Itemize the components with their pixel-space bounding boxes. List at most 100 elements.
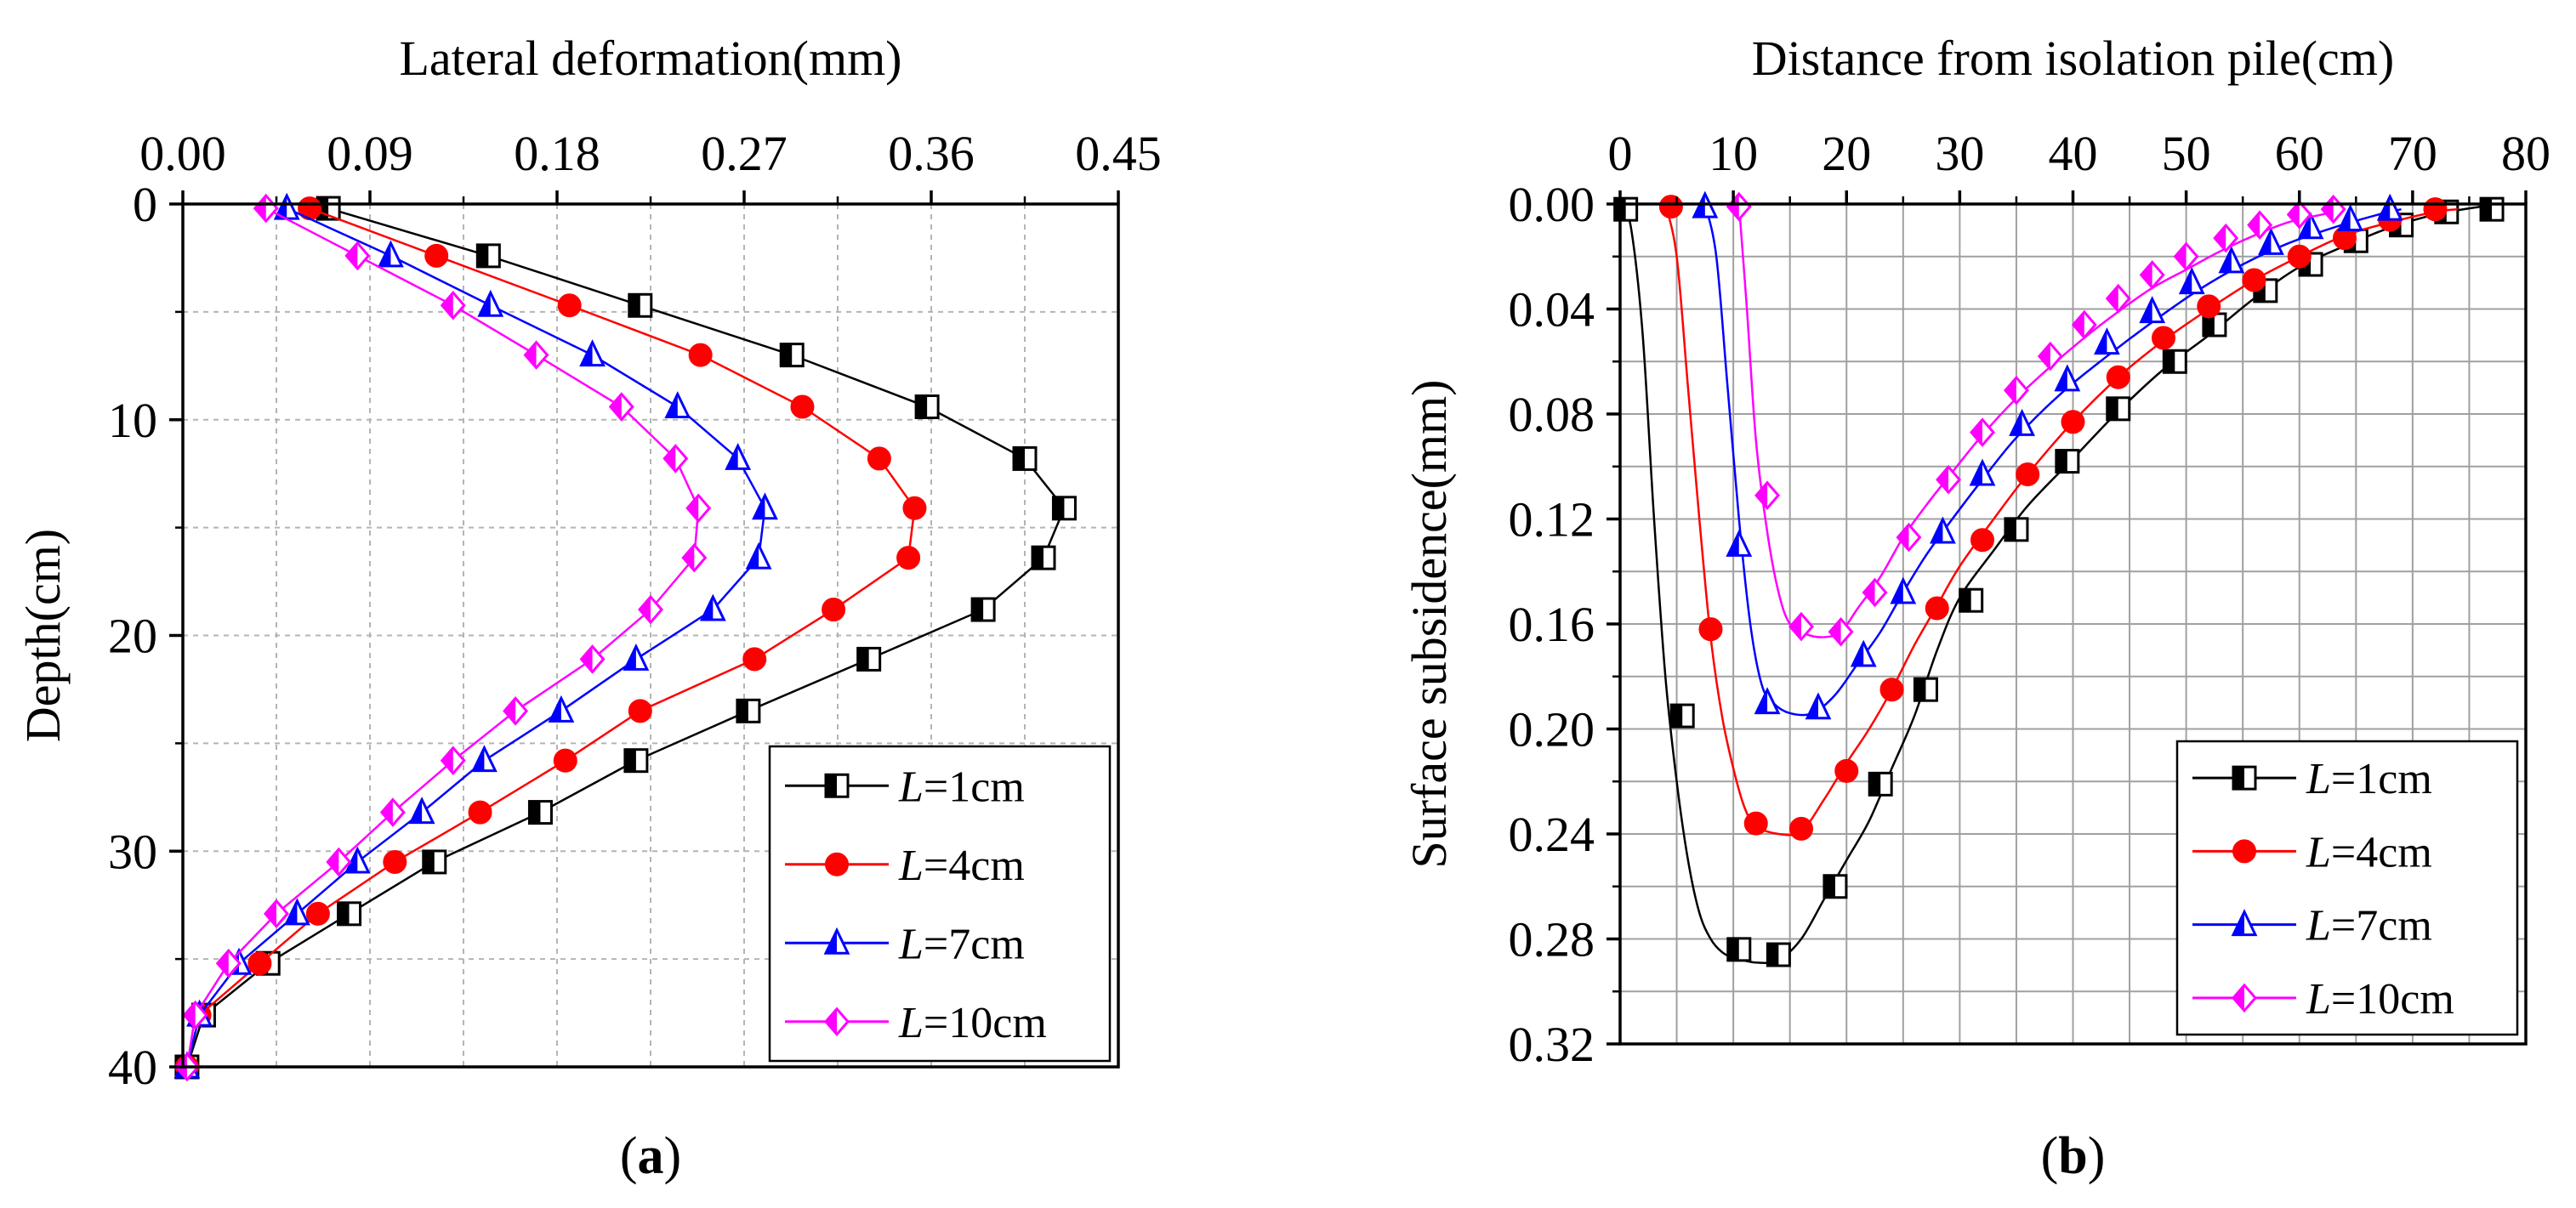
data-point — [662, 444, 689, 474]
y-tick-label: 0.28 — [1509, 912, 1595, 967]
data-point — [1890, 576, 1917, 604]
data-point — [1658, 195, 1683, 219]
legend-item-l-1cm: L=1cm — [785, 763, 1025, 811]
data-point — [2178, 267, 2205, 295]
data-point — [579, 339, 606, 367]
data-point — [2376, 193, 2403, 221]
data-point — [284, 898, 310, 926]
legend-label: L=10cm — [2306, 975, 2454, 1024]
data-point — [1879, 678, 1904, 702]
legend-marker — [2232, 839, 2256, 864]
data-point — [790, 394, 815, 419]
data-point — [503, 696, 529, 726]
legend-item-l-7cm: L=7cm — [2192, 902, 2432, 950]
y-tick-label: 40 — [108, 1040, 157, 1095]
data-point — [1012, 445, 1038, 471]
y-tick-label: 0 — [133, 177, 157, 232]
data-point — [1925, 596, 1949, 621]
data-point — [548, 695, 575, 723]
x-tick-label: 40 — [2049, 126, 2098, 181]
data-point — [1828, 616, 1854, 647]
data-point — [2071, 309, 2097, 340]
data-point — [527, 800, 553, 825]
data-point — [2106, 396, 2131, 422]
legend-marker — [823, 927, 850, 955]
data-point — [2242, 268, 2266, 292]
x-tick-label: 80 — [2501, 126, 2550, 181]
x-axis-title: Distance from isolation pile(cm) — [1752, 31, 2394, 86]
data-point — [2054, 364, 2081, 392]
y-tick-label: 0.12 — [1509, 492, 1595, 547]
data-point — [2173, 241, 2199, 272]
data-point — [742, 647, 767, 672]
y-tick-label: 0.20 — [1509, 702, 1595, 757]
data-point — [628, 292, 653, 318]
data-point — [475, 243, 501, 269]
data-point — [623, 643, 650, 671]
legend-item-l-4cm: L=4cm — [785, 842, 1025, 890]
chart-panel-b: 0 10 20 30 40 50 60 70 80 0.00 0.04 0.08 0.12 0.16 0.2… — [1402, 31, 2550, 1185]
legend-item-l-7cm: L=7cm — [785, 920, 1025, 968]
x-tick-label: 60 — [2275, 126, 2324, 181]
panel-label: (a) — [620, 1127, 681, 1185]
y-axis-title: Depth(cm) — [15, 529, 71, 742]
data-point — [699, 593, 726, 621]
data-point — [2258, 227, 2284, 255]
legend-item-l-10cm: L=10cm — [2192, 975, 2454, 1024]
y-axis-title: Surface subsidence(mm) — [1402, 380, 1457, 869]
legend-item-l-10cm: L=10cm — [785, 999, 1047, 1047]
data-point — [2009, 408, 2035, 436]
x-tick-label: 0.36 — [888, 126, 975, 181]
y-tick-label: 0.24 — [1509, 807, 1595, 862]
legend: L=1cm L=4cm L=7cm L=10cm — [2175, 740, 2519, 1036]
data-point — [557, 293, 582, 318]
data-point — [1051, 496, 1077, 521]
data-point — [1862, 577, 1888, 608]
data-point — [2247, 210, 2273, 240]
legend-label: L=7cm — [2306, 902, 2432, 950]
x-tick-label: 0.27 — [701, 126, 788, 181]
data-point — [2061, 410, 2085, 434]
data-point — [725, 442, 752, 470]
data-point — [326, 847, 352, 877]
data-point — [2094, 327, 2120, 355]
data-point — [1788, 611, 1814, 642]
data-point — [2106, 365, 2130, 389]
series-line-l-10cm — [1737, 203, 2346, 638]
data-point — [1913, 677, 1938, 702]
data-point — [379, 797, 406, 827]
data-point — [664, 391, 691, 419]
data-point — [378, 240, 404, 268]
data-point — [1834, 758, 1859, 783]
y-tick-label: 30 — [108, 824, 157, 879]
data-point — [745, 542, 772, 570]
data-point — [468, 800, 492, 825]
legend: L=1cm L=4cm L=7cm L=10cm — [768, 745, 1112, 1063]
data-point — [1743, 811, 1768, 836]
data-point — [752, 492, 778, 520]
y-axis: 0.00 0.04 0.08 0.12 0.16 0.20 0.24 0.28 0.32 — [1509, 177, 1620, 1072]
data-point — [1031, 545, 1056, 570]
data-point — [608, 392, 634, 422]
data-point — [1726, 937, 1752, 962]
data-point — [2213, 223, 2239, 253]
data-point — [902, 496, 927, 520]
legend-label: L=4cm — [898, 842, 1025, 890]
x-axis: 0 10 20 30 40 50 60 70 80 — [1608, 126, 2550, 204]
data-point — [2152, 326, 2175, 350]
data-point — [914, 394, 940, 420]
data-point — [422, 849, 447, 875]
data-point — [1669, 703, 1695, 729]
legend-item-l-4cm: L=4cm — [2192, 828, 2432, 876]
x-tick-label: 0.09 — [327, 126, 413, 181]
data-point — [1868, 771, 1893, 797]
data-point — [1726, 191, 1752, 222]
x-tick-label: 30 — [1935, 126, 1984, 181]
data-point — [1754, 687, 1781, 715]
data-point — [2003, 375, 2029, 406]
y-tick-label: 0.16 — [1509, 597, 1595, 652]
data-point — [2139, 296, 2166, 324]
x-tick-label: 0.18 — [514, 126, 600, 181]
data-point — [2423, 197, 2448, 222]
x-tick-label: 20 — [1822, 126, 1871, 181]
